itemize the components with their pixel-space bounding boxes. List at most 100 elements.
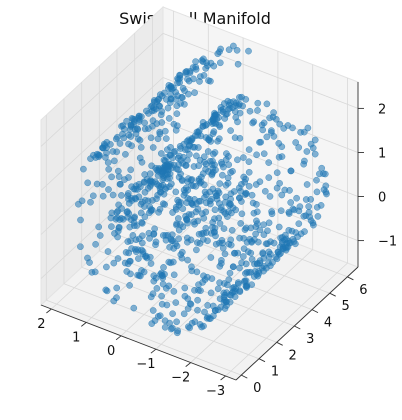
x-grid-line-floor — [190, 249, 313, 363]
scatter-point — [172, 188, 180, 196]
x-tick-label: 1 — [72, 330, 80, 345]
scatter-point — [165, 282, 173, 290]
scatter-point — [251, 268, 259, 275]
scatter-point — [211, 206, 219, 214]
scatter-point — [242, 96, 250, 103]
scatter-point — [194, 296, 201, 304]
scatter-point — [309, 219, 317, 227]
scatter-point — [103, 263, 110, 271]
scatter-point — [245, 158, 253, 166]
scatter-point — [313, 188, 321, 196]
scatter-point — [240, 154, 247, 161]
x-tick-label: −2 — [171, 371, 190, 386]
scatter-point — [193, 268, 201, 276]
z-tick-label: −1 — [378, 235, 397, 250]
x-tick-mark — [150, 348, 157, 354]
scatter-point — [234, 156, 241, 164]
scatter-point — [205, 77, 212, 84]
scatter-point — [116, 216, 124, 223]
scatter-point — [165, 115, 173, 122]
y-tick-label: 1 — [271, 365, 279, 380]
scatter-point — [216, 180, 224, 187]
scatter-point — [92, 240, 99, 248]
scatter-point — [103, 144, 110, 152]
scatter-point — [214, 285, 222, 293]
scatter-point — [236, 134, 244, 142]
scatter-point — [303, 148, 311, 155]
scatter-point — [234, 60, 242, 68]
z-tick-label: 0 — [378, 191, 386, 206]
scatter-point — [309, 144, 317, 152]
scatter-point — [234, 118, 241, 126]
scatter-point — [276, 120, 284, 128]
scatter-point — [216, 295, 224, 303]
scatter-point — [302, 196, 310, 203]
y-tick-mark — [241, 374, 248, 379]
scatter-point — [172, 95, 180, 103]
y-tick-label: 5 — [342, 299, 350, 314]
scatter-point — [136, 136, 144, 144]
z-tick-label: 1 — [378, 147, 386, 162]
scatter-point — [152, 274, 160, 282]
scatter-point — [95, 223, 103, 231]
y-tick-label: 4 — [324, 316, 332, 331]
scatter-point — [295, 220, 303, 228]
scatter-point — [198, 323, 205, 331]
scatter-point — [154, 135, 162, 143]
scatter-point — [137, 209, 145, 217]
scatter-point — [254, 99, 262, 107]
scatter-point — [277, 207, 285, 215]
scatter-point — [200, 153, 208, 161]
scatter-point — [201, 308, 208, 316]
scatter-point — [167, 151, 174, 159]
scatter-point — [109, 148, 117, 155]
scatter-point — [227, 195, 235, 203]
scatter-point — [233, 46, 241, 54]
scatter-point — [311, 136, 319, 144]
scatter-point — [164, 175, 171, 182]
scatter-point — [275, 223, 283, 231]
scatter-point — [93, 180, 101, 188]
scatter-point — [189, 143, 197, 151]
scatter-point — [256, 226, 264, 234]
scatter-point — [199, 122, 207, 130]
y-tick-label: 2 — [289, 348, 297, 363]
scatter-point — [108, 223, 115, 230]
scatter-point — [138, 239, 146, 247]
scatter-point — [175, 226, 183, 234]
scatter-point — [230, 42, 237, 50]
scatter-point — [183, 199, 191, 207]
scatter-point — [227, 169, 234, 176]
scatter-point — [111, 230, 118, 237]
scatter-point — [279, 238, 286, 245]
scatter-point — [147, 134, 155, 142]
scatter-point — [96, 151, 103, 159]
scatter-point — [313, 203, 321, 211]
scatter-point — [316, 170, 323, 178]
scatter-point — [256, 138, 263, 146]
scatter-point — [241, 226, 249, 233]
y-axis-line — [235, 266, 359, 381]
scatter-point — [144, 185, 152, 192]
x-tick-mark — [115, 335, 122, 341]
scatter-point — [231, 249, 238, 257]
scatter-point — [225, 46, 233, 54]
scatter-point — [218, 236, 226, 244]
scatter-point — [192, 208, 200, 216]
scatter-point — [263, 133, 271, 141]
scatter-point — [207, 229, 215, 237]
scatter-point — [189, 182, 197, 190]
scatter-point — [151, 225, 158, 233]
scatter-point — [146, 170, 154, 178]
scatter-point — [108, 173, 115, 181]
scatter-point — [186, 324, 193, 332]
x-tick-label: −3 — [206, 384, 225, 399]
scatter-point — [121, 176, 128, 183]
scatter-point — [213, 195, 221, 203]
scatter-point — [104, 248, 112, 255]
scatter-point — [162, 236, 170, 244]
scatter-point — [201, 158, 208, 166]
scatter-point — [115, 201, 122, 209]
